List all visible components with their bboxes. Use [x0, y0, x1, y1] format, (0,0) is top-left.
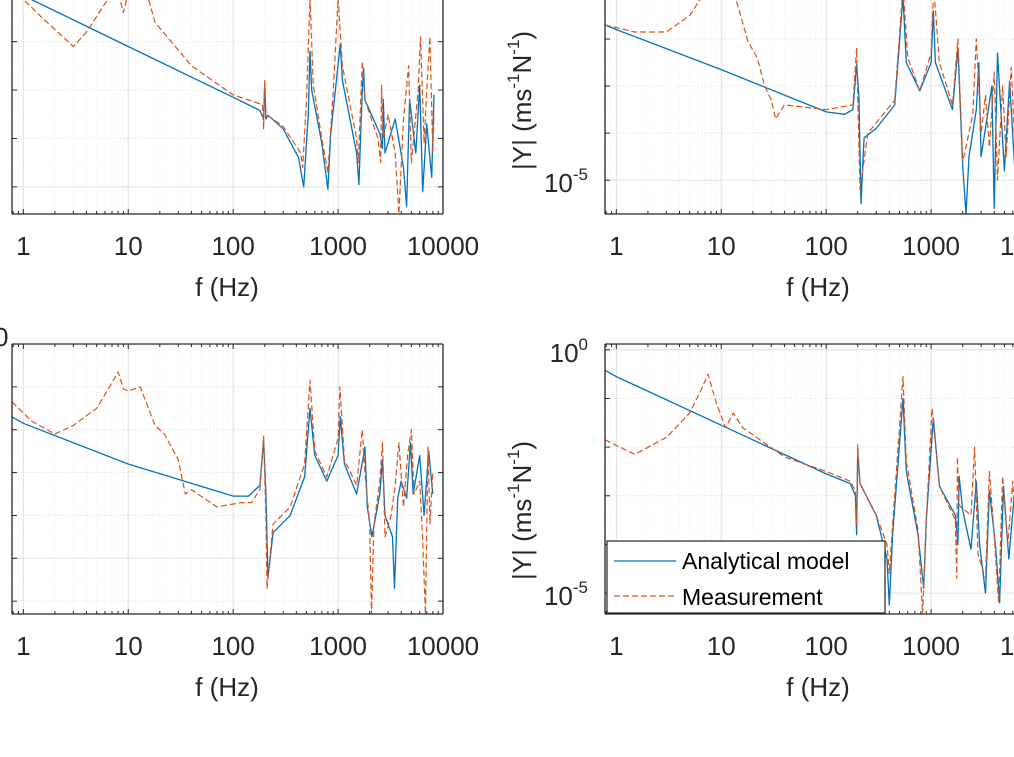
series-analytical-line	[605, 0, 1014, 214]
curves-bottom-right	[605, 369, 1014, 614]
x-tick-label: 10000	[407, 631, 479, 661]
y-label-sup: -1	[504, 483, 523, 498]
x-tick-labels-top-left: 1 10 100 1000 10000	[16, 231, 479, 261]
series-measurement-line	[23, 0, 435, 214]
y-tick-base: 10	[550, 338, 579, 368]
panel-top-left: 1 10 100 1000 10000 f (Hz)	[11, 0, 479, 302]
x-tick-label: 1	[16, 231, 30, 261]
x-tick-label: 1	[609, 631, 623, 661]
series-measurement-line	[605, 0, 1014, 191]
grid-top-left	[12, 0, 444, 214]
curves-top-left	[23, 0, 435, 214]
y-tick-base: 10	[544, 168, 573, 198]
y-label-sup: -1	[504, 73, 523, 88]
x-tick-label: 1000	[902, 231, 960, 261]
y-tick-exponent: -5	[573, 578, 588, 597]
x-tick-label: 100	[804, 631, 847, 661]
y-label-close: )	[507, 441, 537, 450]
axes-frame-bottom-left	[11, 343, 444, 615]
x-tick-label: 10	[114, 231, 143, 261]
panel-bottom-left: 1 10 100 1000 10000 f (Hz) 0	[0, 322, 479, 702]
grid-bottom-left	[12, 343, 444, 614]
x-tick-label: 10	[707, 231, 736, 261]
x-axis-label-top-right: f (Hz)	[786, 272, 850, 302]
x-tick-label: 10	[707, 631, 736, 661]
x-tick-labels-bottom-right: 1 10 100 1000 10000	[609, 631, 1014, 661]
y-label-unit: N	[507, 465, 537, 484]
x-tick-label: 1	[16, 631, 30, 661]
y-tick-label-top-right-1e-5: 10-5	[544, 165, 588, 198]
x-tick-label: 10000	[1000, 231, 1014, 261]
y-axis-label-top-right: |Y| (ms-1N-1)	[504, 31, 537, 170]
y-axis-label-bottom-right: |Y| (ms-1N-1)	[504, 441, 537, 580]
x-tick-label: 1000	[309, 231, 367, 261]
y-tick-exponent: -5	[573, 165, 588, 184]
curves-bottom-left	[12, 371, 434, 614]
x-tick-label: 1000	[902, 631, 960, 661]
x-tick-label: 1	[609, 231, 623, 261]
x-tick-label: 1000	[309, 631, 367, 661]
x-tick-labels-top-right: 1 10 100 1000 10000	[609, 231, 1014, 261]
series-analytical-line	[12, 407, 434, 589]
x-tick-label: 100	[211, 631, 254, 661]
y-tick-label-bottom-right-1e-5: 10-5	[544, 578, 588, 611]
y-label-close: )	[507, 31, 537, 40]
legend[interactable]: Analytical model Measurement	[606, 540, 886, 614]
x-tick-label: 10000	[1000, 631, 1014, 661]
y-tick-base: 10	[544, 581, 573, 611]
x-tick-label: 10000	[407, 231, 479, 261]
y-label-sup: -1	[504, 450, 523, 465]
series-measurement-line	[12, 371, 434, 614]
y-tick-exponent: 0	[579, 335, 588, 354]
y-tick-label-fragment: 0	[0, 322, 8, 352]
series-analytical-line	[605, 369, 1014, 606]
x-axis-label-top-left: f (Hz)	[195, 272, 259, 302]
y-tick-label-bottom-right-1e0: 100	[550, 335, 588, 368]
axes-frame-top-left	[11, 0, 444, 215]
x-tick-label: 10	[114, 631, 143, 661]
y-label-main: |Y| (ms	[507, 89, 537, 170]
legend-label-analytical: Analytical model	[682, 548, 849, 574]
y-label-unit: N	[507, 55, 537, 74]
y-label-sup: -1	[504, 40, 523, 55]
axes-frame-top-right	[604, 0, 1014, 215]
x-tick-label: 100	[804, 231, 847, 261]
curves-top-right	[605, 0, 1014, 214]
x-axis-label-bottom-right: f (Hz)	[786, 672, 850, 702]
series-measurement-line	[605, 373, 1014, 614]
x-axis-label-bottom-left: f (Hz)	[195, 672, 259, 702]
legend-box	[606, 540, 886, 614]
legend-label-measurement: Measurement	[682, 584, 823, 610]
x-tick-label: 100	[211, 231, 254, 261]
grid-top-right	[605, 0, 1014, 214]
y-label-main: |Y| (ms	[507, 499, 537, 580]
x-tick-labels-bottom-left: 1 10 100 1000 10000	[16, 631, 479, 661]
